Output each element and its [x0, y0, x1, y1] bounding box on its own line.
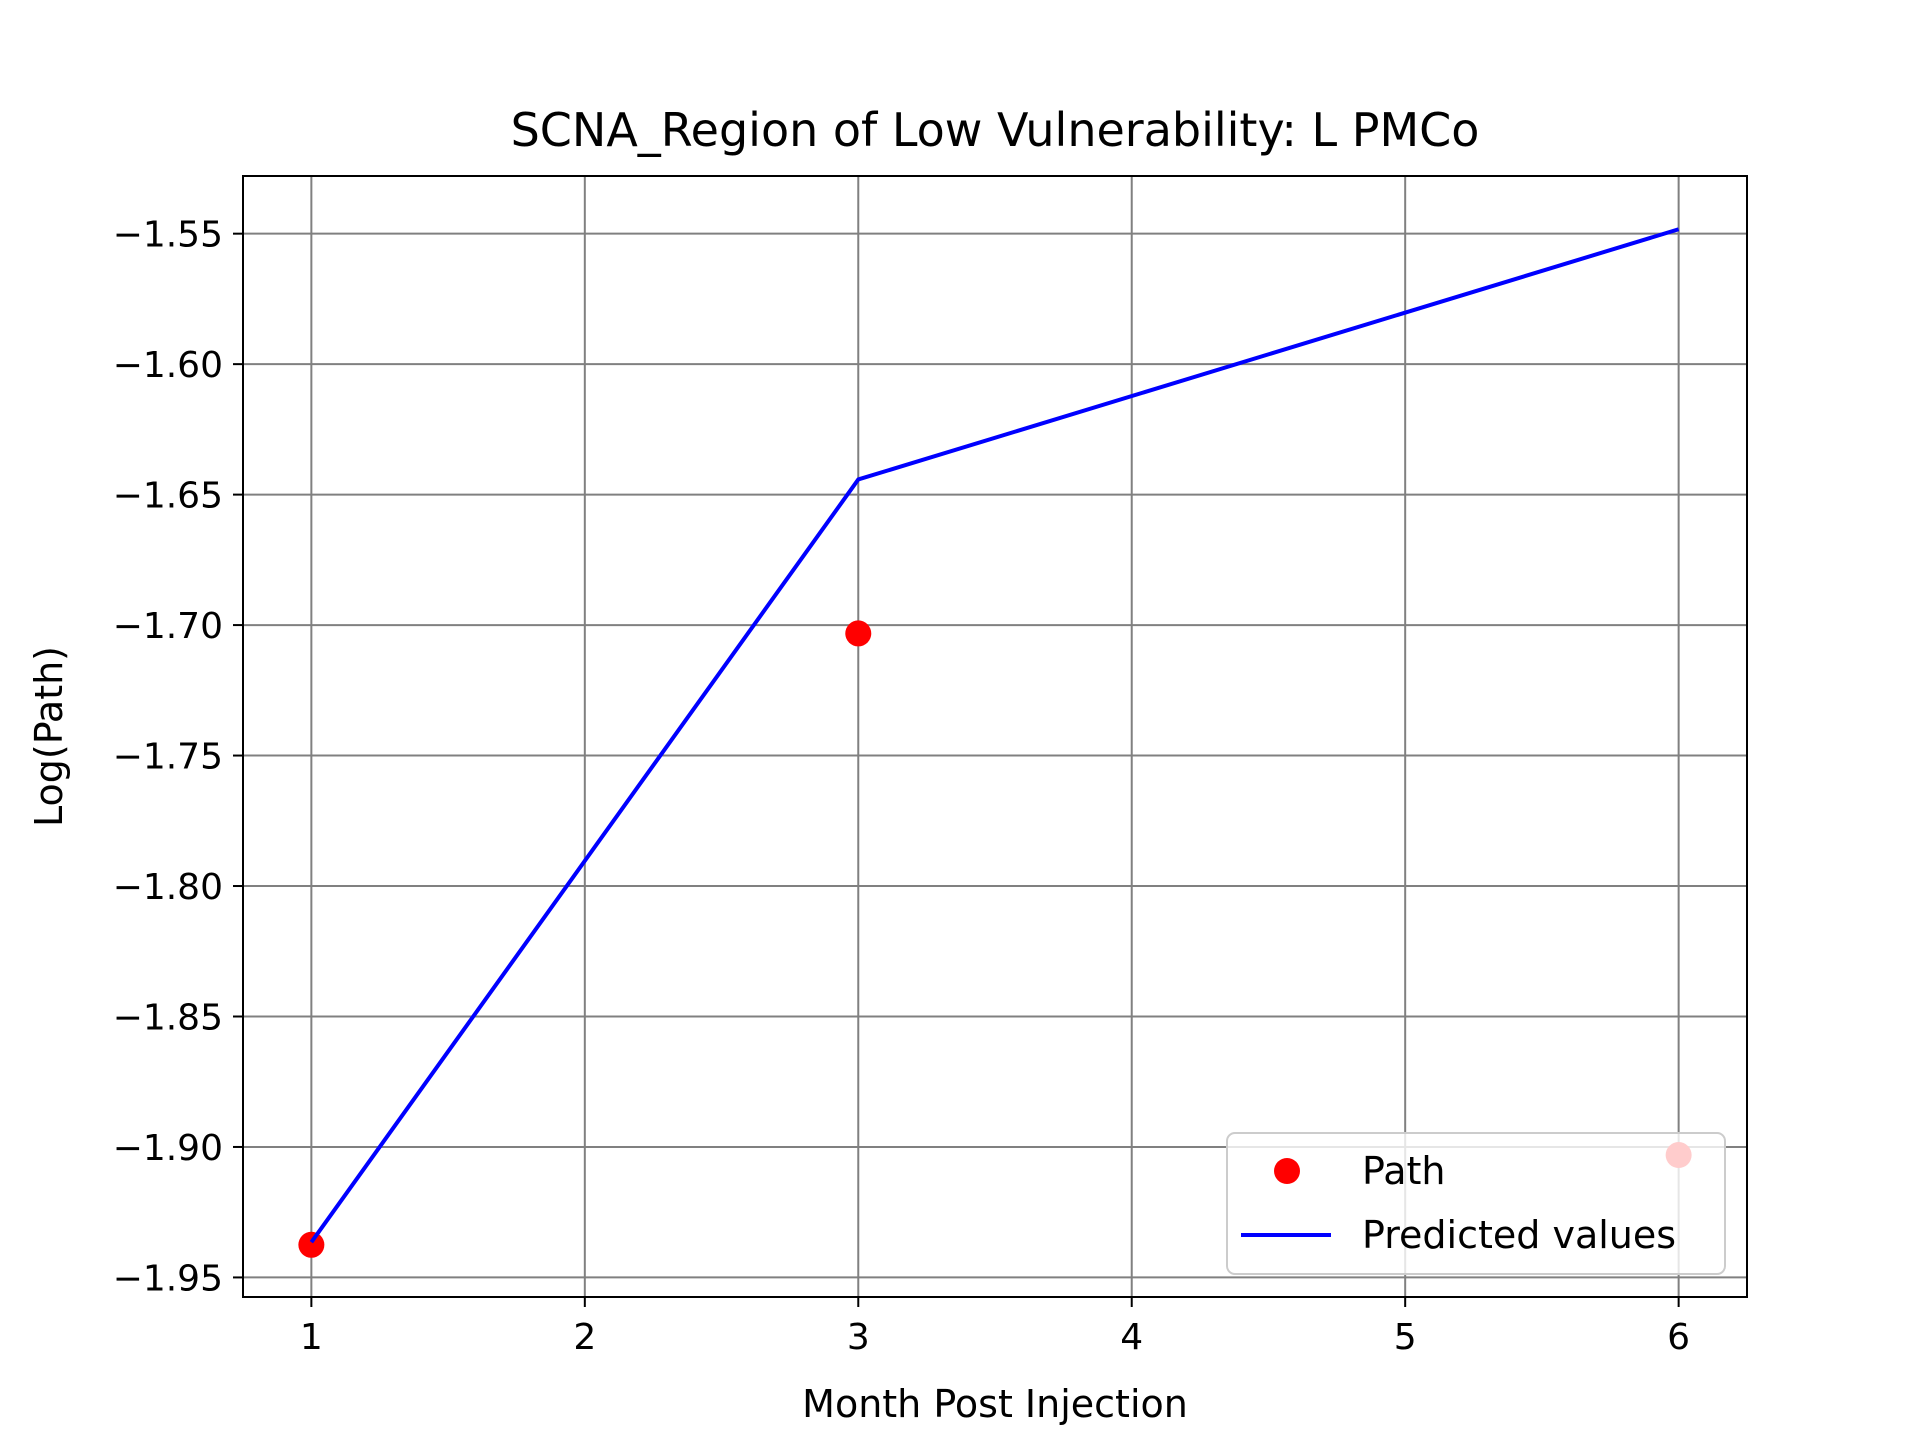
legend-box: [1226, 1132, 1726, 1275]
legend: Path Predicted values: [1226, 1132, 1726, 1275]
plot-frame: [242, 175, 1748, 1298]
y-tick-label: −1.60: [113, 345, 223, 386]
path-point: [845, 620, 872, 647]
x-tick-label: 3: [847, 1317, 870, 1358]
x-tick-label: 4: [1120, 1317, 1143, 1358]
grid: [243, 176, 1747, 1297]
y-axis-label: Log(Path): [27, 646, 71, 827]
y-tick-label: −1.65: [113, 476, 223, 517]
y-tick-label: −1.80: [113, 867, 223, 908]
predicted-values-line: [309, 227, 1680, 1244]
y-tick-label: −1.90: [113, 1128, 223, 1169]
y-tick-label: −1.75: [113, 737, 223, 778]
y-tick-label: −1.55: [113, 215, 223, 256]
x-tick-label: 5: [1394, 1317, 1417, 1358]
x-axis-label: Month Post Injection: [802, 1382, 1188, 1426]
axis-ticks: 1 2 3 4 5 6 −1.95 −1.90 −1.85 −1.80 −1.75 −1.70 −1.6…: [113, 215, 1690, 1358]
legend-path-marker: [1274, 1158, 1300, 1184]
x-tick-label: 2: [573, 1317, 596, 1358]
x-tick-label: 1: [300, 1317, 323, 1358]
y-tick-label: −1.85: [113, 997, 223, 1038]
chart-title: SCNA_Region of Low Vulnerability: L PMCo: [511, 103, 1480, 157]
path-point: [298, 1231, 325, 1258]
legend-predicted-label: Predicted values: [1362, 1213, 1676, 1257]
y-tick-label: −1.70: [113, 606, 223, 647]
y-tick-label: −1.95: [113, 1258, 223, 1299]
x-tick-label: 6: [1667, 1317, 1690, 1358]
legend-path-label: Path: [1362, 1149, 1445, 1193]
